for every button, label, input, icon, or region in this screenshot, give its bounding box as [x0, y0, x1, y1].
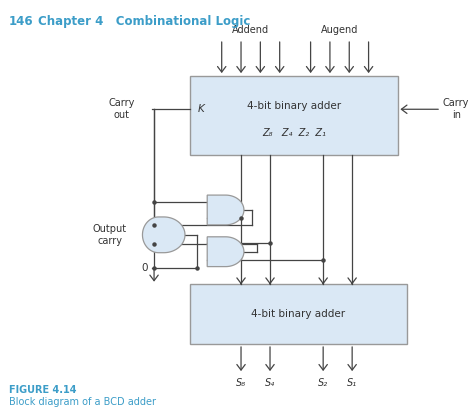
Polygon shape	[207, 195, 244, 225]
Text: Block diagram of a BCD adder: Block diagram of a BCD adder	[9, 397, 156, 407]
Text: Output
carry: Output carry	[93, 224, 127, 246]
Text: 0: 0	[142, 263, 148, 273]
Text: 146: 146	[9, 15, 34, 28]
Text: FIGURE 4.14: FIGURE 4.14	[9, 385, 77, 395]
Text: 4-bit binary adder: 4-bit binary adder	[246, 101, 341, 111]
Text: Chapter 4   Combinational Logic: Chapter 4 Combinational Logic	[38, 15, 250, 28]
Text: Addend: Addend	[232, 25, 269, 35]
Text: 4-bit binary adder: 4-bit binary adder	[252, 309, 346, 319]
Text: S₂: S₂	[318, 378, 328, 388]
Text: S₄: S₄	[265, 378, 275, 388]
Text: K: K	[198, 104, 204, 114]
Text: Z₈   Z₄  Z₂  Z₁: Z₈ Z₄ Z₂ Z₁	[262, 128, 326, 138]
Text: Carry
out: Carry out	[109, 98, 135, 120]
Polygon shape	[143, 217, 185, 253]
Text: Augend: Augend	[321, 25, 358, 35]
Text: Carry
in: Carry in	[443, 98, 469, 120]
Bar	[190, 284, 407, 344]
Bar	[190, 76, 398, 156]
Text: S₈: S₈	[236, 378, 246, 388]
Text: S₁: S₁	[347, 378, 357, 388]
Polygon shape	[207, 237, 244, 266]
